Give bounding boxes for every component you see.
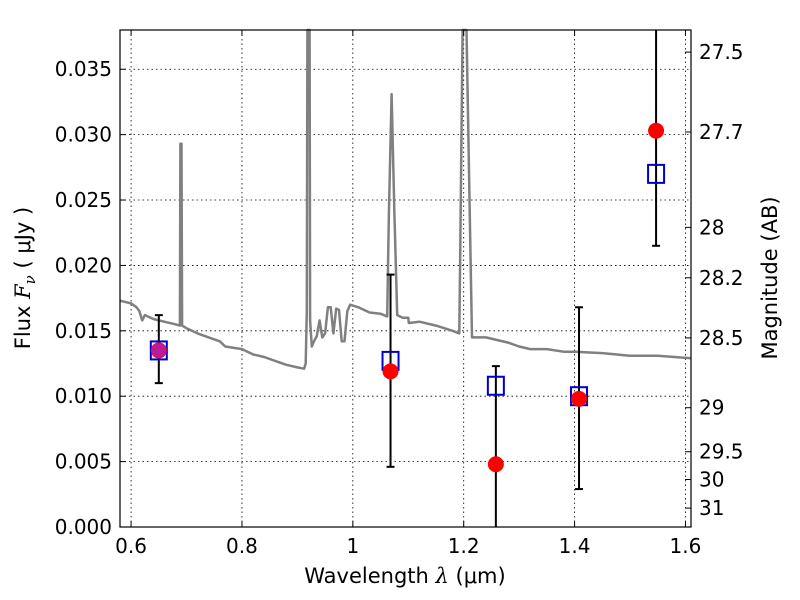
overlap-point [151,342,167,358]
y2-tick-label: 30 [699,468,724,492]
x-tick-label: 1.4 [559,534,591,558]
observed-point [382,363,399,380]
observed-point [487,456,504,473]
y-tick-label: 0.025 [55,188,112,212]
model-point [486,375,505,396]
x-tick-label: 0.6 [115,534,147,558]
model-photometry-series [149,163,666,407]
y-ticks: 0.000 0.005 0.010 0.015 0.020 0.025 0.030 0.035 [55,57,126,539]
y-tick-label: 0.000 [55,515,112,539]
x-ticks: 0.6 0.8 1 1.2 1.4 1.6 [115,30,701,558]
spectrum-line [119,28,692,370]
y-tick-label: 0.020 [55,253,112,277]
model-point [647,163,666,184]
y-axis-label: Flux Fν ( μJy ) [11,207,39,349]
observed-point [648,122,665,139]
y2-tick-label: 29 [699,396,724,420]
observed-photometry-series [150,122,665,473]
x-axis-label: Wavelength λ (μm) [304,564,505,588]
y-tick-label: 0.035 [55,57,112,81]
y-axis-subscript: ν [21,275,39,284]
y2-ticks: 27.5 27.7 28 28.2 28.5 29 29.5 30 31 [685,40,744,520]
y-tick-label: 0.010 [55,384,112,408]
x-tick-label: 1.2 [448,534,480,558]
x-axis-symbol: λ [435,564,449,588]
y2-axis-label: Magnitude (AB) [758,196,782,359]
y2-tick-label: 28.5 [699,326,744,350]
x-tick-label: 0.8 [226,534,258,558]
y2-tick-label: 28.2 [699,266,744,290]
y-tick-label: 0.005 [55,450,112,474]
error-bars [154,30,661,527]
y-tick-label: 0.015 [55,319,112,343]
spectrum-series [119,28,692,370]
y2-tick-label: 27.7 [699,120,744,144]
x-tick-label: 1 [346,534,359,558]
x-tick-label: 1.6 [670,534,702,558]
y2-tick-label: 29.5 [699,440,744,464]
y-axis-symbol: F [11,283,35,300]
grid-lines [120,30,691,528]
y2-tick-label: 28 [699,215,724,239]
observed-point [571,390,588,407]
y2-tick-label: 31 [699,496,724,520]
plot-frame [119,29,692,528]
y2-tick-label: 27.5 [699,40,744,64]
y-tick-label: 0.030 [55,123,112,147]
